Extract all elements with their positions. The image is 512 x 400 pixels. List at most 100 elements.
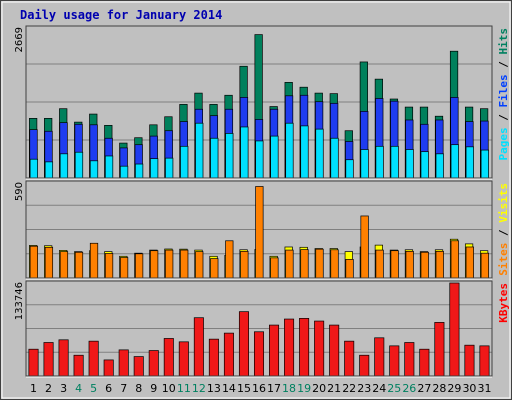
x-tick-day-8: 8 [135, 382, 142, 395]
bar-pages-day-24 [375, 145, 384, 179]
bar-sites-day-24 [375, 249, 384, 279]
x-tick-day-25: 25 [387, 382, 401, 395]
y-max-label-visits: 590 [14, 182, 25, 201]
legend-separator: / [497, 223, 510, 243]
x-tick-day-19: 19 [297, 382, 311, 395]
bar-pages-day-30 [465, 146, 474, 179]
bar-pages-day-28 [435, 153, 444, 179]
legend-item-sites: Sites [497, 243, 510, 276]
bar-kbytes-day-22 [344, 340, 355, 377]
x-tick-day-23: 23 [357, 382, 371, 395]
bar-kbytes-day-1 [28, 348, 39, 377]
bar-pages-day-9 [150, 158, 159, 179]
bar-kbytes-day-11 [178, 341, 189, 377]
bar-sites-day-23 [360, 215, 369, 279]
bar-pages-day-6 [104, 155, 114, 179]
bar-sites-day-31 [480, 252, 489, 279]
legend-item-visits: Visits [497, 183, 510, 223]
bar-sites-day-18 [285, 249, 294, 279]
bar-kbytes-day-25 [389, 345, 400, 377]
x-tick-day-4: 4 [75, 382, 82, 395]
bar-kbytes-day-10 [163, 338, 174, 377]
bar-kbytes-day-12 [193, 317, 204, 377]
bar-sites-day-14 [225, 240, 234, 279]
panel-border [25, 25, 493, 179]
bar-kbytes-day-13 [208, 338, 219, 377]
bar-pages-day-7 [119, 165, 129, 179]
bar-kbytes-day-9 [148, 350, 159, 377]
bar-kbytes-day-4 [73, 354, 84, 377]
bar-pages-day-21 [330, 137, 339, 179]
x-tick-day-13: 13 [207, 382, 221, 395]
bar-sites-day-2 [44, 246, 54, 279]
legend-item-files: Files [497, 74, 510, 107]
bar-kbytes-day-23 [359, 354, 370, 377]
x-tick-day-29: 29 [447, 382, 461, 395]
bar-kbytes-day-20 [314, 320, 325, 377]
bar-kbytes-day-28 [434, 322, 445, 377]
y-max-label-kbytes: 133746 [14, 282, 25, 320]
bar-sites-day-21 [330, 249, 339, 279]
legend-hits: Pages / Files / Hits [497, 28, 510, 161]
bar-pages-day-29 [450, 144, 459, 179]
bar-pages-day-19 [300, 125, 309, 179]
x-tick-day-3: 3 [60, 382, 67, 395]
legend-item-pages: Pages [497, 127, 510, 160]
x-tick-day-21: 21 [327, 382, 341, 395]
bar-kbytes-day-3 [58, 339, 69, 377]
bar-kbytes-day-8 [133, 356, 144, 377]
bar-pages-day-31 [480, 149, 489, 179]
bar-sites-day-6 [104, 253, 114, 279]
bar-pages-day-2 [44, 161, 54, 179]
bar-sites-day-25 [390, 250, 399, 279]
bar-sites-day-8 [135, 253, 144, 279]
chart-panels: 2669 Pages / Files / Hits 590 Sites / Visit… [14, 25, 510, 378]
bar-pages-day-1 [29, 158, 38, 179]
bar-kbytes-day-29 [449, 282, 460, 377]
bar-sites-day-4 [74, 251, 84, 279]
bar-sites-day-12 [195, 251, 204, 279]
bar-pages-day-17 [270, 135, 279, 179]
bar-pages-day-23 [360, 149, 369, 179]
legend-kbytes: KBytes [497, 283, 510, 323]
x-tick-day-9: 9 [150, 382, 157, 395]
bar-kbytes-day-2 [43, 342, 54, 377]
bar-kbytes-day-7 [118, 349, 129, 377]
bar-pages-day-3 [59, 153, 69, 179]
legend-item-kbytes: KBytes [497, 283, 510, 323]
x-tick-day-5: 5 [90, 382, 97, 395]
x-tick-day-2: 2 [45, 382, 52, 395]
bar-sites-day-26 [405, 250, 414, 279]
bar-pages-day-18 [285, 122, 294, 179]
y-max-label-hits: 2669 [14, 27, 25, 52]
legend-visits: Sites / Visits [497, 183, 510, 276]
bar-sites-day-20 [315, 248, 324, 279]
x-tick-day-18: 18 [282, 382, 296, 395]
x-tick-day-30: 30 [462, 382, 476, 395]
bar-kbytes-day-16 [253, 331, 265, 377]
legend-item-hits: Hits [497, 28, 510, 55]
bar-sites-day-7 [119, 257, 129, 279]
x-tick-day-1: 1 [30, 382, 37, 395]
bar-pages-day-13 [210, 137, 219, 179]
bar-pages-day-15 [240, 126, 249, 179]
panel-border [25, 180, 493, 279]
bar-pages-day-10 [165, 157, 174, 179]
x-tick-day-12: 12 [192, 382, 206, 395]
bar-sites-day-16 [255, 186, 264, 279]
x-axis-day-labels: 1 2 3 4 5 6 7 8 9 10 11 12 13 14 15 16 17 18 19 20 21 22 23 24 2… [30, 382, 491, 395]
bar-sites-day-11 [180, 249, 189, 279]
panel-visits: 590 Sites / Visits [14, 180, 510, 280]
bar-sites-day-22 [345, 259, 354, 279]
x-tick-day-27: 27 [417, 382, 431, 395]
x-tick-day-20: 20 [312, 382, 326, 395]
bar-kbytes-day-19 [299, 318, 310, 377]
bar-pages-day-25 [390, 145, 399, 179]
bar-pages-day-26 [405, 149, 414, 179]
bar-pages-day-8 [135, 163, 144, 179]
panel-border [25, 280, 493, 377]
legend-separator: / [497, 108, 510, 128]
bar-sites-day-13 [210, 258, 219, 279]
x-tick-day-6: 6 [105, 382, 112, 395]
